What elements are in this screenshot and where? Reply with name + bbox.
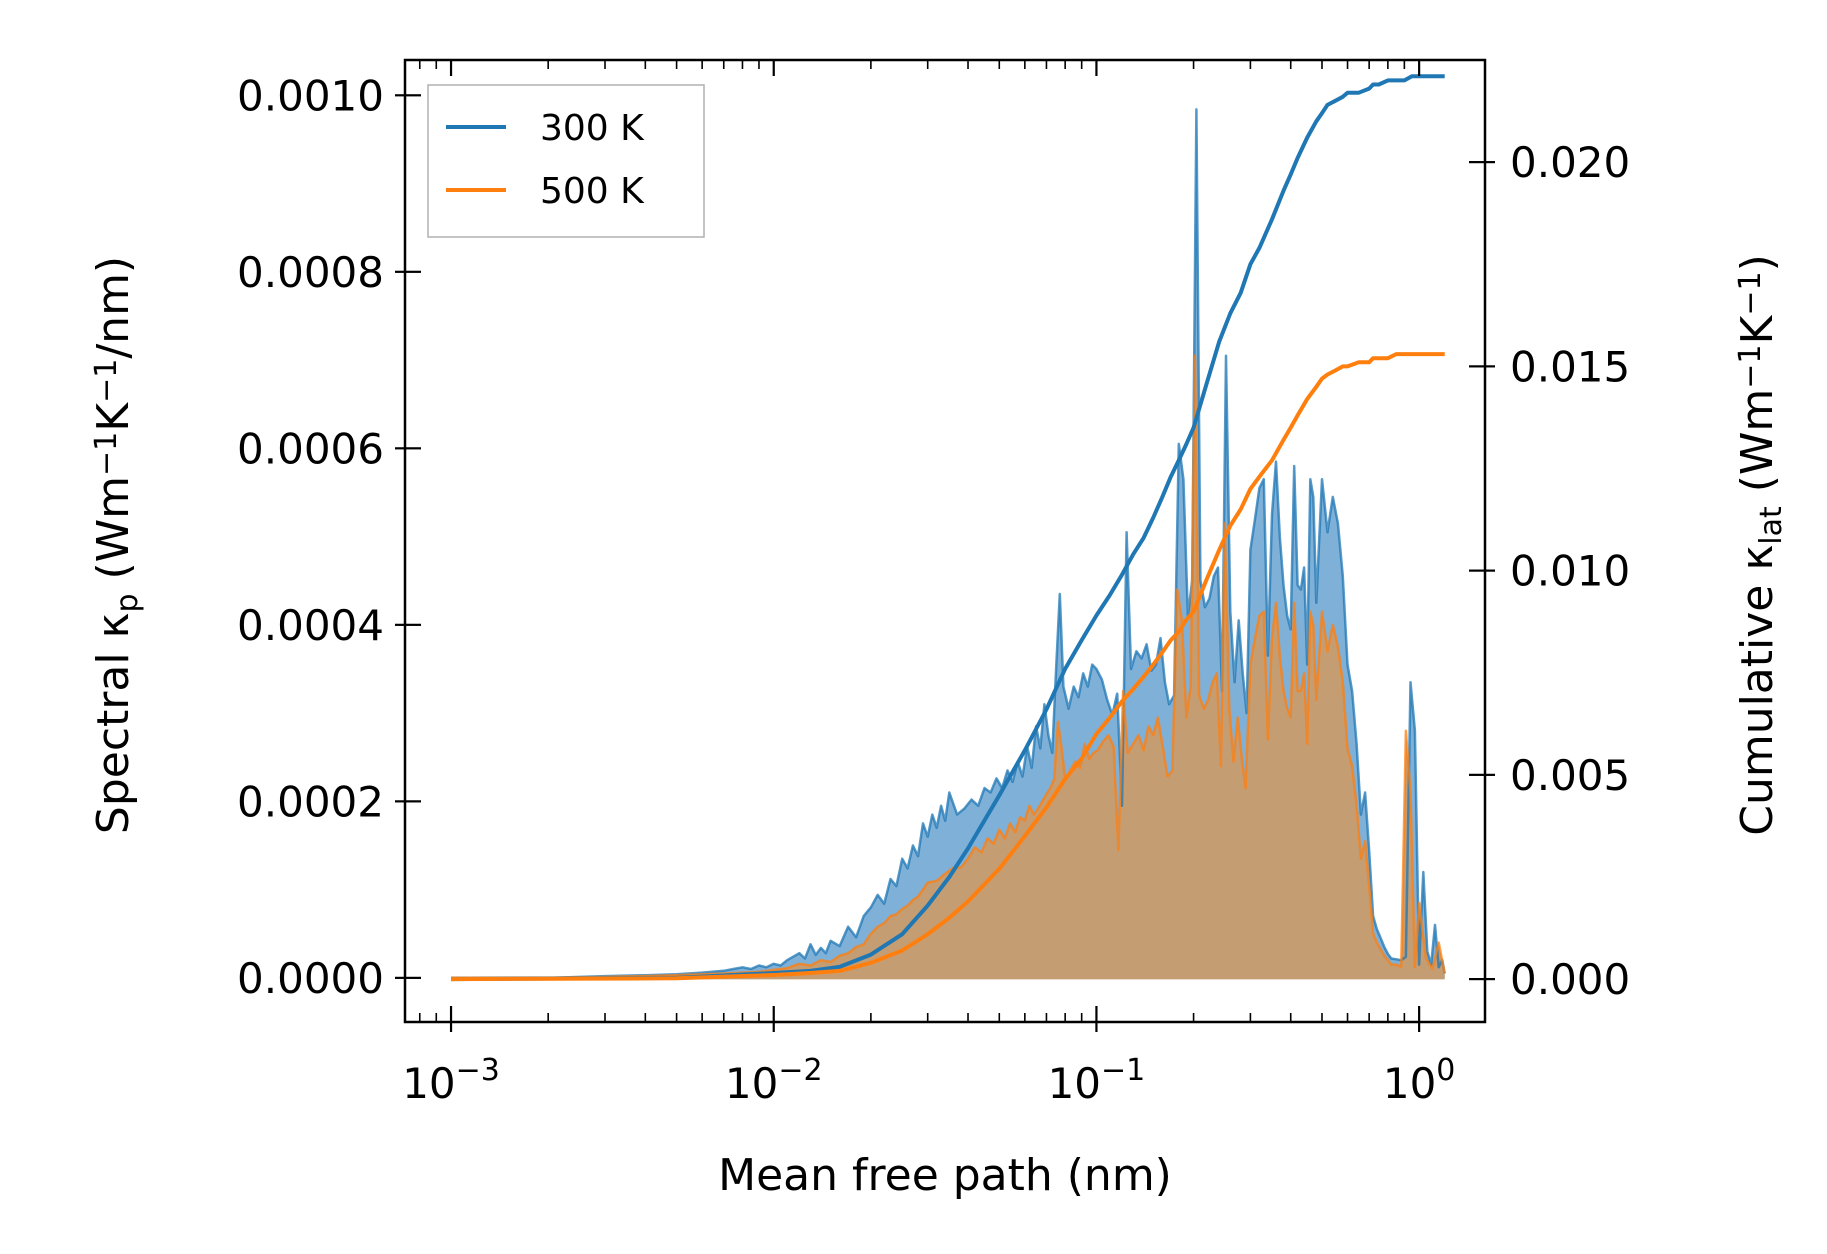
y-left-tick-label: 0.0004 <box>237 601 384 650</box>
legend-label-500k: 500 K <box>540 171 645 212</box>
cumulative-lines <box>450 74 1445 982</box>
x-tick-label: 100 <box>1383 1053 1456 1108</box>
y-left-tick-label: 0.0002 <box>237 777 384 826</box>
y-right-tick-label: 0.020 <box>1510 138 1630 187</box>
y-left-tick-label: 0.0010 <box>237 71 384 120</box>
cumulative-line-300k <box>450 74 1445 982</box>
plot-frame <box>403 58 1487 1024</box>
y-right-tick-label: 0.015 <box>1510 342 1630 391</box>
y-right-tick-label: 0.010 <box>1510 547 1630 596</box>
y-left-tick-label: 0.0006 <box>237 424 384 473</box>
cumulative-line-500k <box>450 352 1445 982</box>
x-axis-title: Mean free path (nm) <box>718 1150 1172 1201</box>
legend: 300 K 500 K <box>427 84 705 238</box>
spectral-line-300k <box>451 108 1446 980</box>
legend-label-300k: 300 K <box>540 108 645 149</box>
x-tick-label: 10−1 <box>1048 1053 1146 1108</box>
x-tick-label: 10−3 <box>402 1053 500 1108</box>
y-right-tick-label: 0.000 <box>1510 955 1630 1004</box>
y-left-axis-title: Spectral κp (Wm−1K−1/nm) <box>88 256 145 834</box>
y-left-tick-label: 0.0008 <box>237 248 384 297</box>
legend-frame <box>427 84 705 238</box>
axis-ticks <box>395 60 1495 1032</box>
x-tick-label: 10−2 <box>725 1053 823 1108</box>
y-right-tick-label: 0.005 <box>1510 751 1630 800</box>
y-right-axis-title: Cumulative κlat (Wm−1K−1) <box>1732 254 1789 836</box>
y-left-tick-label: 0.0000 <box>237 954 384 1003</box>
axis-tick-labels: 10−3 10−2 10−1 100 0.0000 0.0002 0.0004 0.0006 0… <box>237 71 1630 1108</box>
spectral-line-500k <box>451 354 1446 980</box>
